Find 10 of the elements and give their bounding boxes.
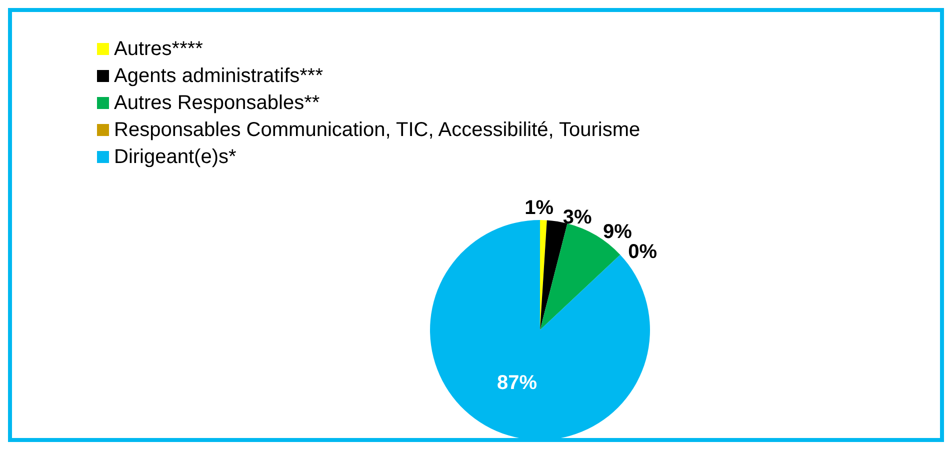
legend-label: Autres Responsables** (114, 92, 320, 114)
text: 0% (628, 240, 658, 263)
data-label: 3% (562, 206, 592, 228)
legend-label: Dirigeant(e)s* (114, 146, 236, 168)
legend-label: Autres**** (114, 38, 204, 60)
data-label: 87% (496, 372, 538, 394)
legend-label: Responsables Communication, TIC, Accessibilité, Tourisme (114, 119, 640, 141)
legend-label: Agents administratifs*** (114, 65, 324, 87)
data-label: 1% (524, 197, 554, 220)
data-label: 9% (603, 220, 632, 243)
